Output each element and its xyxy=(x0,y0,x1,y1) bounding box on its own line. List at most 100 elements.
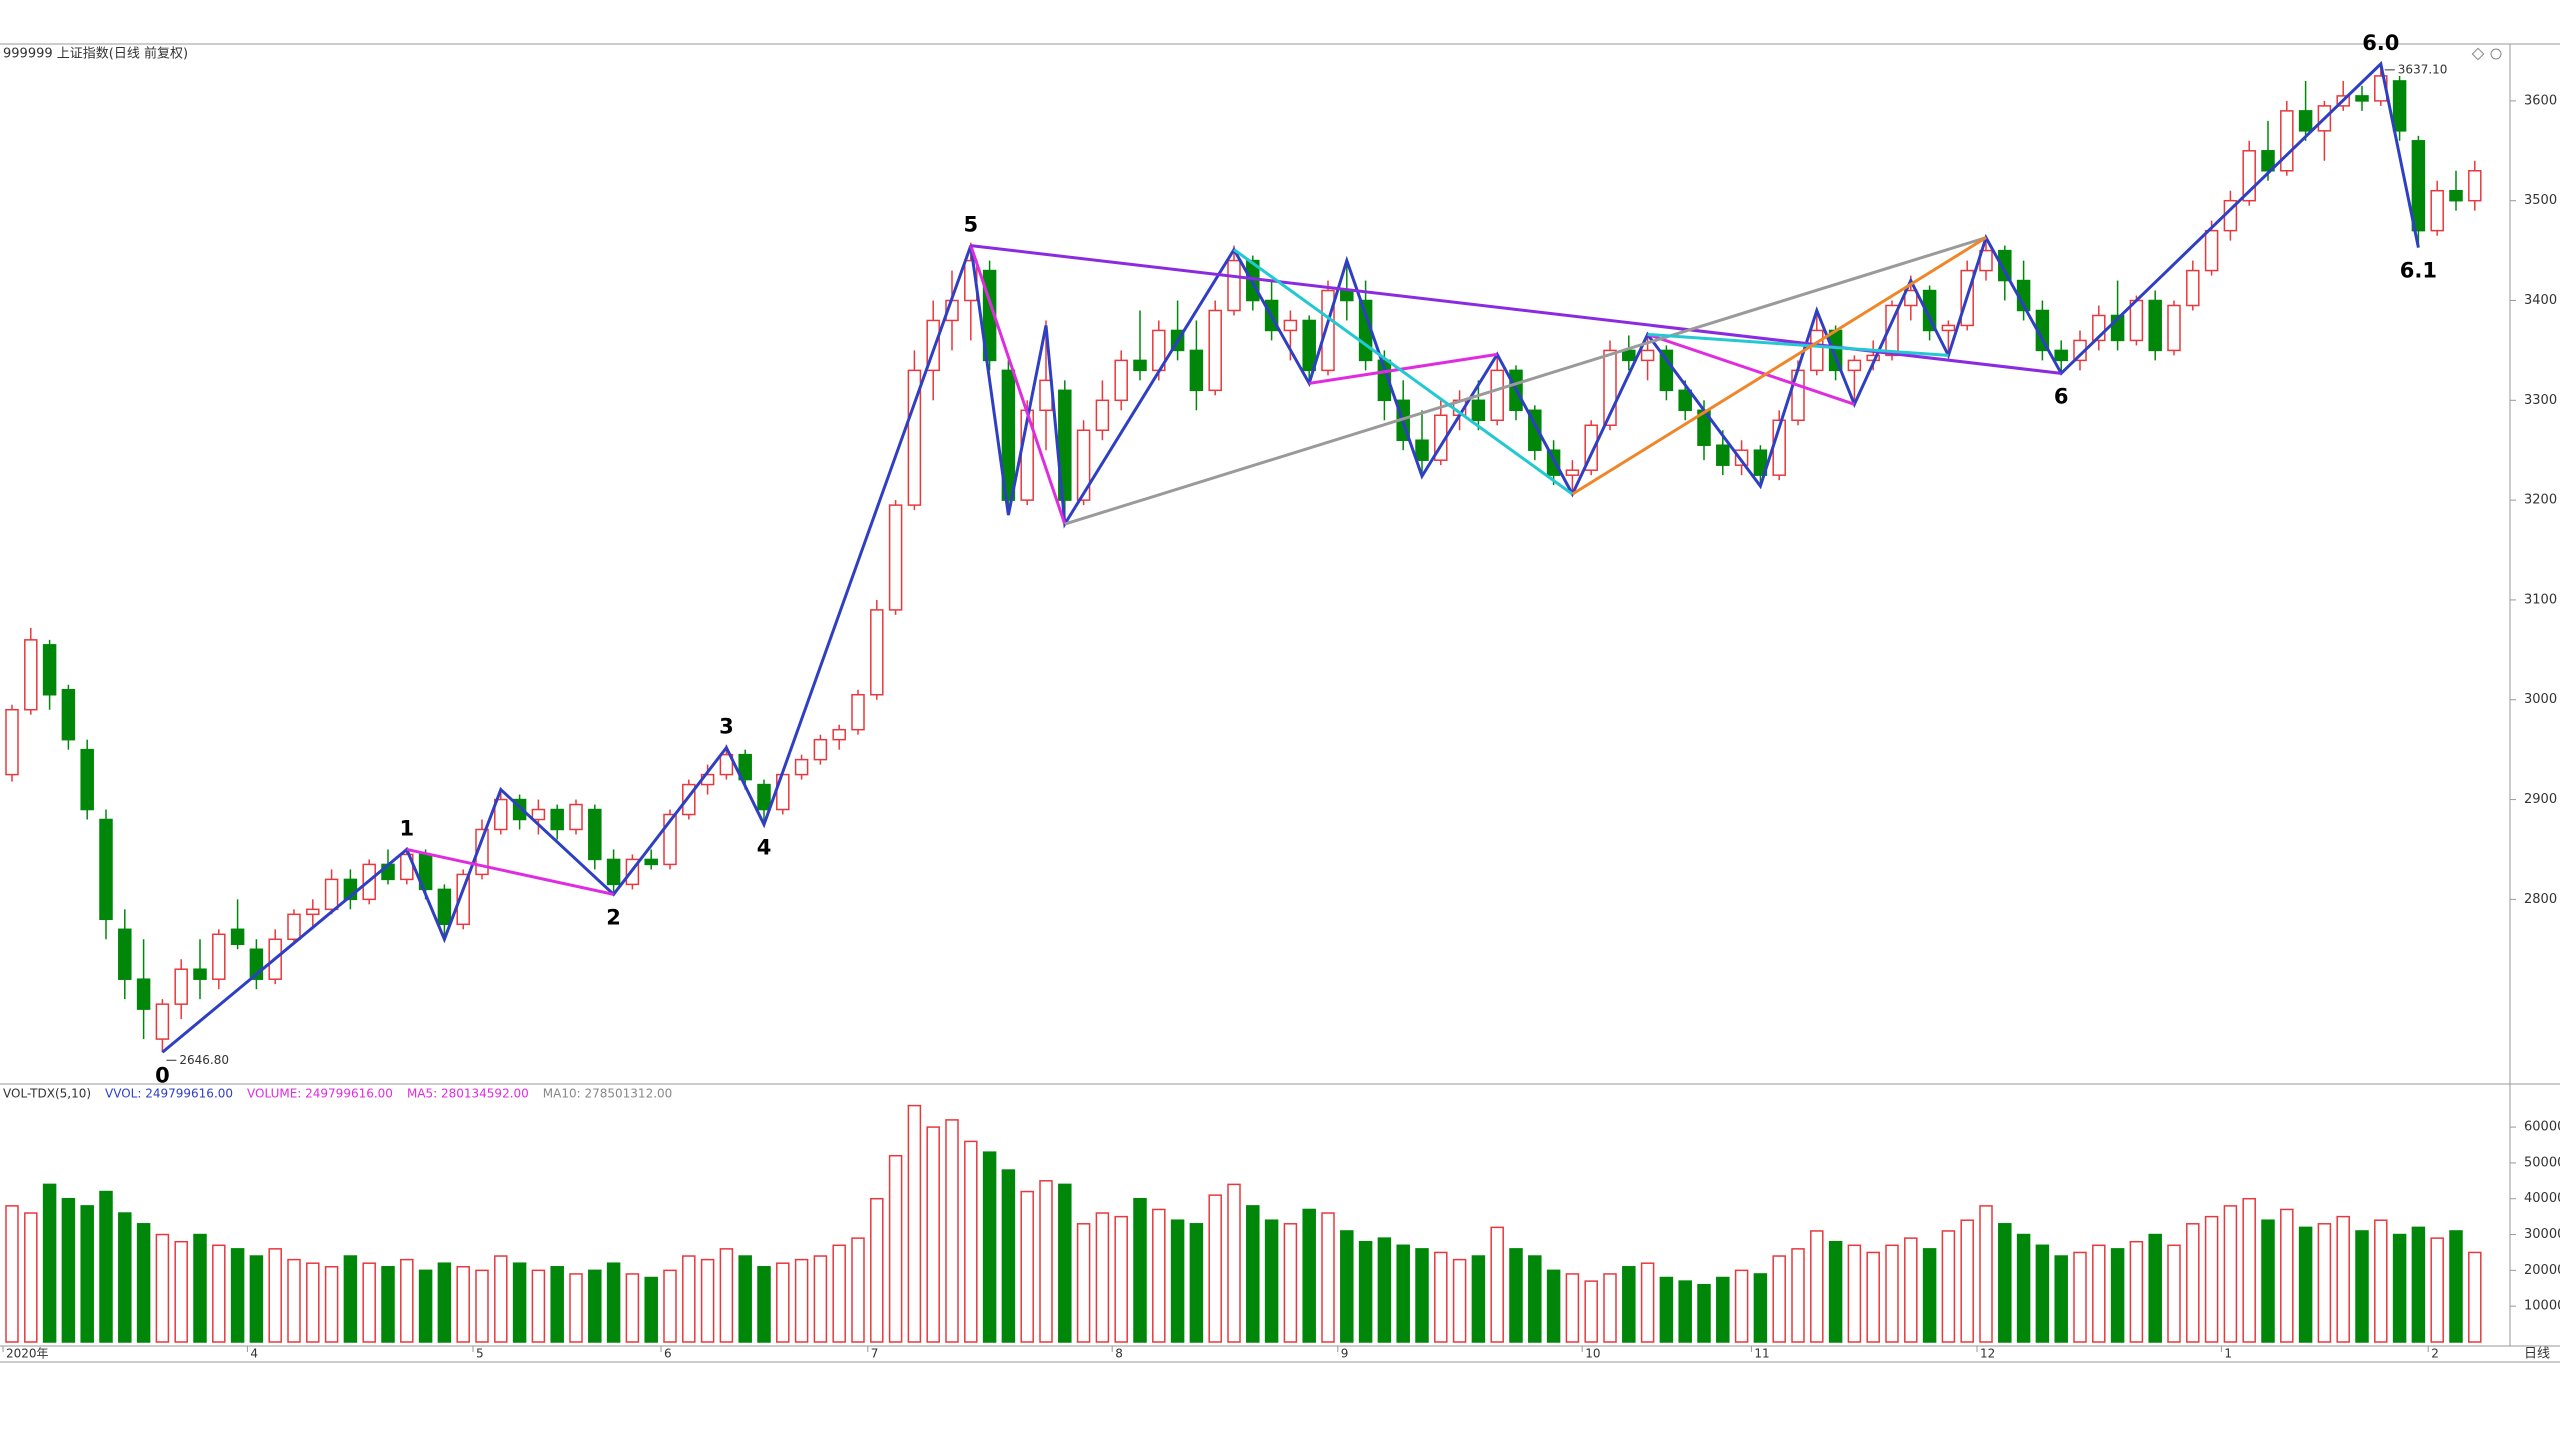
volume-bar xyxy=(2298,1226,2313,1343)
candle-body xyxy=(2167,304,2181,352)
volume-bar xyxy=(42,1183,57,1343)
candle-body xyxy=(1659,349,1674,392)
candle-body xyxy=(1415,439,1429,461)
volume-bar xyxy=(644,1276,658,1343)
volume-bar xyxy=(926,1126,940,1343)
volume-bar xyxy=(437,1262,452,1343)
wave-label: 6 xyxy=(2054,384,2069,408)
candle-body xyxy=(606,858,621,886)
candle-body xyxy=(2449,189,2463,202)
volume-bar xyxy=(418,1269,433,1343)
volume-bar xyxy=(1283,1223,1298,1343)
candle-body xyxy=(42,644,57,696)
candle-body xyxy=(2430,189,2444,232)
candle-body xyxy=(1490,369,1504,422)
volume-bar xyxy=(155,1233,170,1343)
volume-bar xyxy=(1866,1251,1880,1343)
candle-body xyxy=(306,908,320,916)
volume-bar xyxy=(964,1140,978,1343)
candle-body xyxy=(757,783,771,811)
volume-bar xyxy=(2317,1223,2332,1343)
candle-body xyxy=(2411,140,2426,232)
volume-bar xyxy=(1847,1244,1862,1343)
volume-bar xyxy=(61,1197,76,1343)
volume-bar xyxy=(1264,1219,1279,1343)
candle-body xyxy=(569,803,583,831)
volume-bar xyxy=(1885,1244,1899,1343)
volume-bar xyxy=(475,1269,489,1343)
x-tick-label: 10 xyxy=(1585,1347,1600,1361)
volume-bar xyxy=(2129,1240,2144,1343)
price-note: 3637.10 xyxy=(2398,62,2448,76)
candle-body xyxy=(174,968,188,1005)
candle-body xyxy=(136,978,151,1010)
candle-body xyxy=(1716,444,1730,466)
volume-bar xyxy=(1904,1237,1918,1343)
volume-y-tick-label: 30000 xyxy=(2524,1227,2560,1242)
candle-body xyxy=(324,878,339,911)
volume-bar xyxy=(1922,1248,1937,1343)
period-label: 日线 xyxy=(2524,1347,2550,1362)
wave-line xyxy=(1308,352,1498,385)
volume-bar xyxy=(1546,1269,1561,1343)
volume-bar xyxy=(2110,1248,2125,1343)
wave-line xyxy=(1647,332,1949,357)
volume-bar xyxy=(1246,1205,1260,1343)
volume-legend: VOL-TDX(5,10) xyxy=(3,1087,91,1101)
wave-label: 1 xyxy=(399,816,414,840)
candle-body xyxy=(832,728,846,741)
candle-body xyxy=(888,504,903,611)
candle-body xyxy=(1810,329,1824,372)
icon-circle[interactable] xyxy=(2490,48,2502,60)
volume-bar xyxy=(24,1212,38,1343)
y-tick-label: 3100 xyxy=(2524,592,2557,607)
x-tick-label: 12 xyxy=(1980,1347,1995,1361)
candle-body xyxy=(1941,324,1956,332)
volume-bar xyxy=(2054,1255,2068,1343)
volume-bar xyxy=(794,1258,809,1343)
candle-body xyxy=(2468,170,2482,202)
wave-label: 6.0 xyxy=(2362,31,2399,55)
volume-bar xyxy=(1358,1240,1373,1343)
candle-body xyxy=(2186,269,2200,307)
volume-bar xyxy=(2167,1244,2181,1343)
icon-diamond[interactable] xyxy=(2471,47,2485,61)
volume-bar xyxy=(1979,1205,1993,1343)
volume-bar xyxy=(1170,1219,1185,1343)
volume-bar xyxy=(2336,1215,2350,1343)
volume-bar xyxy=(757,1266,771,1343)
candle-body xyxy=(1076,429,1091,501)
volume-bar xyxy=(1584,1280,1598,1343)
volume-legend: MA5: 280134592.00 xyxy=(407,1087,529,1101)
volume-bar xyxy=(945,1119,959,1343)
volume-bar xyxy=(1810,1230,1824,1343)
wave-line xyxy=(1233,248,1574,496)
candle-body xyxy=(1847,359,1862,372)
volume-bar xyxy=(249,1255,264,1343)
x-tick-label: 11 xyxy=(1754,1347,1769,1361)
volume-bar xyxy=(324,1266,339,1343)
candle-body xyxy=(2261,150,2275,172)
volume-bar xyxy=(832,1244,846,1343)
candle-body xyxy=(2355,95,2369,102)
volume-bar xyxy=(1716,1276,1730,1343)
volume-bar xyxy=(1001,1169,1016,1343)
wave-line xyxy=(406,847,614,896)
volume-bar xyxy=(2261,1219,2275,1343)
volume-legend: MA10: 278501312.00 xyxy=(543,1087,673,1101)
volume-bar xyxy=(2204,1215,2219,1343)
volume-bar xyxy=(1791,1248,1805,1343)
candle-body xyxy=(155,1003,170,1040)
volume-bar xyxy=(776,1262,790,1343)
chart-title: 999999 上证指数(日线 前复权) xyxy=(3,46,188,62)
volume-bar xyxy=(1227,1183,1241,1343)
wave-line xyxy=(1647,333,1855,406)
candle-body xyxy=(813,738,828,761)
x-tick-label: 5 xyxy=(476,1347,484,1361)
wave-label: 0 xyxy=(155,1063,170,1087)
volume-bar xyxy=(2411,1226,2426,1343)
volume-bar xyxy=(1396,1244,1410,1343)
volume-bar xyxy=(1565,1273,1580,1343)
